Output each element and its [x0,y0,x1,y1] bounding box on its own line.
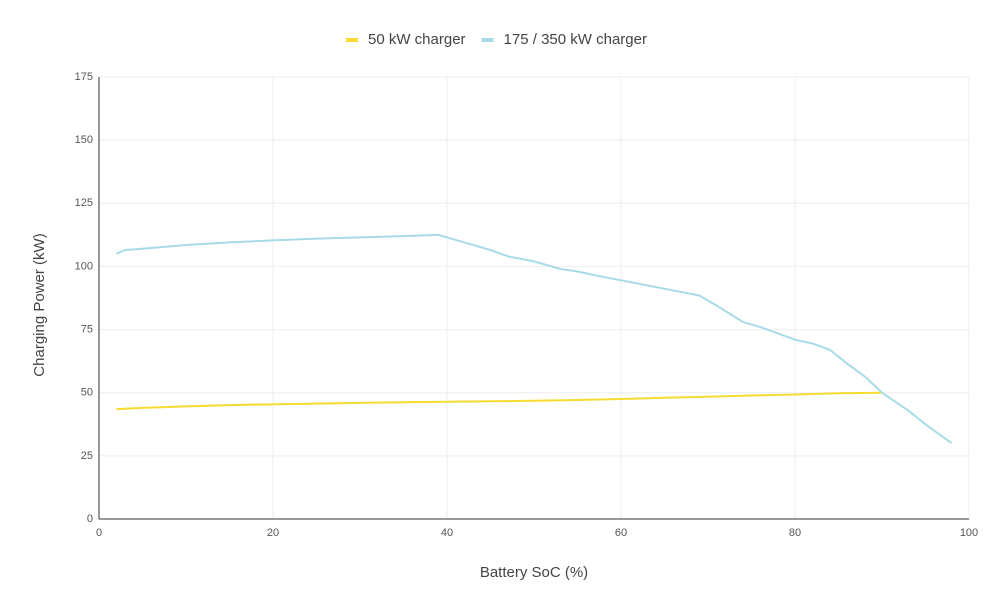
y-tick-label: 150 [75,134,93,146]
x-tick-label: 80 [789,527,801,539]
y-tick-label: 50 [81,387,93,399]
y-tick-label: 25 [81,450,93,462]
legend-label: 50 kW charger [368,31,466,48]
x-tick-label: 20 [267,527,279,539]
x-axis-title: Battery SoC (%) [480,564,588,581]
y-tick-label: 100 [75,260,93,272]
legend-label: 175 / 350 kW charger [504,31,647,48]
y-tick-label: 125 [75,197,93,209]
y-tick-label: 175 [75,71,93,83]
x-tick-label: 40 [441,527,453,539]
series-line [116,233,953,445]
x-tick-label: 60 [615,527,627,539]
x-tick-label: 0 [96,527,102,539]
x-tick-label: 100 [960,527,978,539]
series-line [116,391,883,411]
y-tick-label: 75 [81,323,93,335]
y-axis-title: Charging Power (kW) [31,233,48,376]
y-tick-label: 0 [87,513,93,525]
